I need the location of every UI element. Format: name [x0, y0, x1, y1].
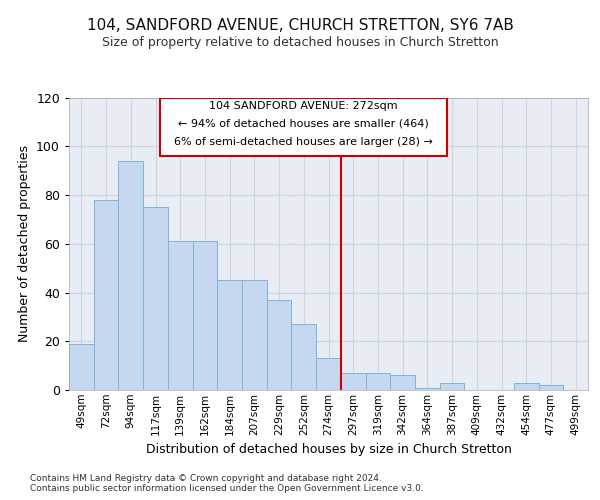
Bar	[69, 344, 94, 390]
Bar	[168, 242, 193, 390]
Bar	[143, 207, 168, 390]
Bar	[292, 324, 316, 390]
Text: 6% of semi-detached houses are larger (28) →: 6% of semi-detached houses are larger (2…	[175, 136, 433, 146]
Bar	[267, 300, 292, 390]
Text: 104, SANDFORD AVENUE, CHURCH STRETTON, SY6 7AB: 104, SANDFORD AVENUE, CHURCH STRETTON, S…	[86, 18, 514, 32]
Bar	[341, 373, 365, 390]
Text: Size of property relative to detached houses in Church Stretton: Size of property relative to detached ho…	[101, 36, 499, 49]
Bar	[415, 388, 440, 390]
Bar	[118, 161, 143, 390]
Y-axis label: Number of detached properties: Number of detached properties	[17, 145, 31, 342]
Bar	[316, 358, 341, 390]
Text: ← 94% of detached houses are smaller (464): ← 94% of detached houses are smaller (46…	[178, 119, 429, 129]
Text: Contains HM Land Registry data © Crown copyright and database right 2024.: Contains HM Land Registry data © Crown c…	[30, 474, 382, 483]
Bar	[514, 382, 539, 390]
Text: Contains public sector information licensed under the Open Government Licence v3: Contains public sector information licen…	[30, 484, 424, 493]
Bar	[440, 382, 464, 390]
Bar	[539, 385, 563, 390]
Bar	[94, 200, 118, 390]
Bar	[242, 280, 267, 390]
Bar	[390, 376, 415, 390]
Bar	[217, 280, 242, 390]
Bar	[193, 242, 217, 390]
FancyBboxPatch shape	[160, 98, 447, 156]
X-axis label: Distribution of detached houses by size in Church Stretton: Distribution of detached houses by size …	[146, 443, 511, 456]
Bar	[365, 373, 390, 390]
Text: 104 SANDFORD AVENUE: 272sqm: 104 SANDFORD AVENUE: 272sqm	[209, 101, 398, 111]
